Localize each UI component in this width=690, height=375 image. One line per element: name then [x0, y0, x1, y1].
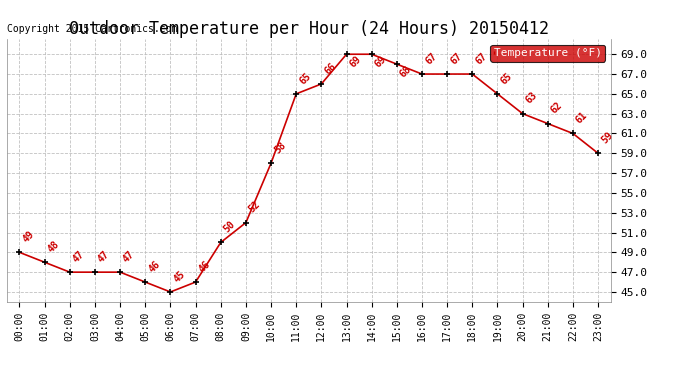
- Text: 63: 63: [524, 90, 540, 106]
- Text: 59: 59: [600, 130, 615, 146]
- Text: 67: 67: [448, 51, 464, 66]
- Text: 45: 45: [172, 268, 187, 284]
- Text: 46: 46: [197, 259, 213, 274]
- Text: 62: 62: [549, 100, 564, 116]
- Text: 68: 68: [398, 64, 413, 79]
- Text: 67: 67: [423, 51, 439, 66]
- Legend: Temperature (°F): Temperature (°F): [491, 45, 605, 62]
- Text: 69: 69: [373, 54, 388, 69]
- Text: 69: 69: [348, 54, 363, 69]
- Text: 47: 47: [121, 249, 137, 264]
- Title: Outdoor Temperature per Hour (24 Hours) 20150412: Outdoor Temperature per Hour (24 Hours) …: [69, 20, 549, 38]
- Text: 49: 49: [21, 229, 36, 244]
- Text: 48: 48: [46, 239, 61, 254]
- Text: 66: 66: [323, 61, 338, 76]
- Text: 58: 58: [273, 140, 288, 155]
- Text: 52: 52: [247, 200, 262, 215]
- Text: Copyright 2015 Cartronics.com: Copyright 2015 Cartronics.com: [7, 24, 177, 34]
- Text: 50: 50: [222, 219, 237, 234]
- Text: 47: 47: [96, 249, 112, 264]
- Text: 65: 65: [499, 70, 514, 86]
- Text: 67: 67: [473, 51, 489, 66]
- Text: 65: 65: [297, 70, 313, 86]
- Text: 46: 46: [146, 259, 162, 274]
- Text: 47: 47: [71, 249, 86, 264]
- Text: 61: 61: [574, 110, 589, 126]
